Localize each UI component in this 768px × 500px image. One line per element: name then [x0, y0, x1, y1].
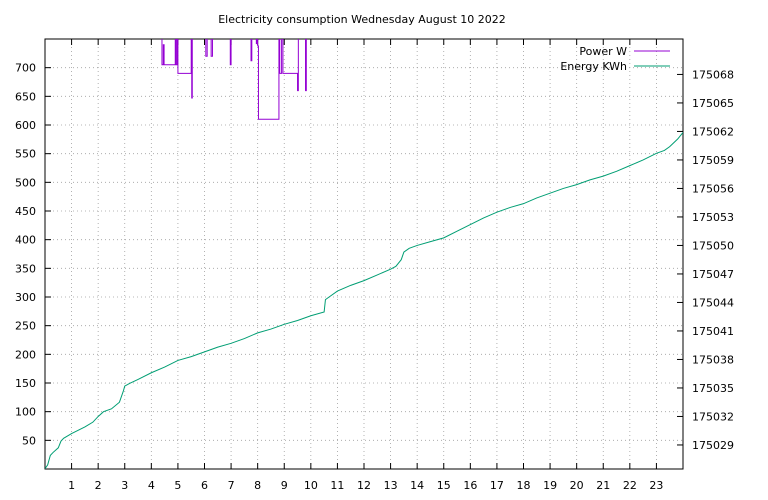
y2-tick-label: 175059 [692, 154, 734, 167]
y-tick-label: 450 [15, 205, 36, 218]
y-tick-label: 150 [15, 377, 36, 390]
x-tick-label: 11 [330, 479, 344, 492]
x-tick-label: 5 [174, 479, 181, 492]
y-tick-label: 700 [15, 62, 36, 75]
x-tick-label: 6 [201, 479, 208, 492]
x-tick-label: 16 [463, 479, 477, 492]
y-tick-label: 600 [15, 119, 36, 132]
series-line-energy-kwh [45, 132, 683, 469]
x-tick-label: 19 [543, 479, 557, 492]
legend-label-power-w: Power W [579, 45, 627, 58]
y2-tick-label: 175047 [692, 268, 734, 281]
y2-tick-label: 175029 [692, 439, 734, 452]
y-tick-label: 300 [15, 291, 36, 304]
y-tick-label: 100 [15, 406, 36, 419]
y2-tick-label: 175056 [692, 182, 734, 195]
y2-tick-label: 175053 [692, 211, 734, 224]
y-tick-label: 200 [15, 348, 36, 361]
series-layer [45, 39, 683, 469]
y2-tick-label: 175032 [692, 410, 734, 423]
x-tick-label: 12 [357, 479, 371, 492]
x-tick-label: 1 [68, 479, 75, 492]
y-tick-label: 550 [15, 148, 36, 161]
x-tick-label: 20 [570, 479, 584, 492]
grid [45, 39, 683, 469]
y2-tick-label: 175065 [692, 97, 734, 110]
x-tick-label: 23 [649, 479, 663, 492]
x-tick-label: 14 [410, 479, 424, 492]
legend-label-energy-kwh: Energy KWh [560, 60, 627, 73]
y-axis-right: 175029 175032 175035 175038 175041 175044 1750… [677, 68, 734, 452]
y2-tick-label: 175038 [692, 353, 734, 366]
x-tick-label: 2 [95, 479, 102, 492]
chart-title: Electricity consumption Wednesday August… [218, 13, 506, 26]
x-tick-label: 18 [517, 479, 531, 492]
y-axis-left: 50 100 150 200 250 300 350 400 450 500 550 600 650 70… [15, 62, 51, 447]
y2-tick-label: 175068 [692, 68, 734, 81]
x-tick-label: 8 [254, 479, 261, 492]
x-tick-label: 13 [384, 479, 398, 492]
y-tick-label: 400 [15, 234, 36, 247]
y2-tick-label: 175041 [692, 325, 734, 338]
x-tick-label: 4 [148, 479, 155, 492]
x-tick-label: 3 [121, 479, 128, 492]
y-tick-label: 250 [15, 320, 36, 333]
y2-tick-label: 175062 [692, 125, 734, 138]
y2-tick-label: 175044 [692, 296, 734, 309]
y-tick-label: 500 [15, 176, 36, 189]
x-tick-label: 17 [490, 479, 504, 492]
y2-tick-label: 175035 [692, 382, 734, 395]
x-axis: 1 2 3 4 5 6 7 8 9 10 11 12 13 14 15 16 17 18 19 20 21 22 23 [68, 39, 663, 492]
x-tick-label: 22 [623, 479, 637, 492]
x-tick-label: 21 [596, 479, 610, 492]
x-tick-label: 10 [304, 479, 318, 492]
y2-tick-label: 175050 [692, 239, 734, 252]
series-line-power-w [161, 39, 307, 120]
y-tick-label: 350 [15, 262, 36, 275]
x-tick-label: 7 [228, 479, 235, 492]
legend: Power W Energy KWh [560, 45, 670, 73]
y-tick-label: 650 [15, 90, 36, 103]
x-tick-label: 9 [281, 479, 288, 492]
y-tick-label: 50 [22, 434, 36, 447]
x-tick-label: 15 [437, 479, 451, 492]
